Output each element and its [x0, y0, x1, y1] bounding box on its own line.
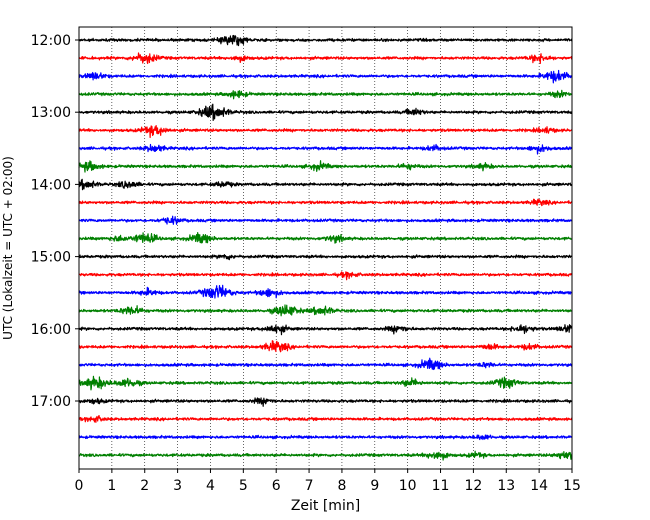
seismogram-trace — [78, 415, 573, 423]
seismogram-trace — [78, 160, 573, 173]
x-tick-label: 9 — [370, 478, 379, 494]
seismogram-trace — [78, 450, 573, 461]
y-axis-ticks: 12:00 13:00 14:00 15:00 16:00 17:00 — [31, 33, 79, 410]
x-tick-label: 15 — [563, 478, 581, 494]
seismogram-trace — [78, 69, 573, 84]
x-axis-label: Zeit [min] — [291, 498, 360, 514]
x-tick-label: 1 — [107, 478, 116, 494]
plot-frame — [78, 26, 573, 470]
seismogram-traces — [78, 34, 573, 461]
seismogram-trace — [78, 89, 573, 100]
x-tick-label: 11 — [432, 478, 450, 494]
seismogram-trace — [78, 124, 573, 139]
x-tick-label: 3 — [173, 478, 182, 494]
x-tick-label: 0 — [75, 478, 84, 494]
seismogram-trace — [78, 284, 573, 299]
y-tick-label: 16:00 — [31, 322, 71, 338]
seismogram-trace — [78, 52, 573, 65]
seismogram-trace — [78, 143, 573, 155]
x-tick-label: 14 — [530, 478, 548, 494]
x-tick-label: 10 — [399, 478, 417, 494]
seismogram-trace — [78, 254, 573, 261]
x-tick-label: 7 — [305, 478, 314, 494]
x-tick-label: 6 — [272, 478, 281, 494]
seismogram-trace — [78, 397, 573, 407]
seismogram-trace — [78, 375, 573, 391]
y-tick-label: 12:00 — [31, 33, 71, 49]
y-tick-label: 13:00 — [31, 105, 71, 121]
seismogram-trace — [78, 304, 573, 317]
x-tick-label: 8 — [337, 478, 346, 494]
seismogram-trace — [78, 198, 573, 207]
seismogram-trace — [78, 178, 573, 191]
x-tick-label: 5 — [239, 478, 248, 494]
y-tick-label: 17:00 — [31, 394, 71, 410]
x-tick-label: 12 — [464, 478, 482, 494]
seismogram-trace — [78, 103, 573, 121]
x-axis-ticks: 0 1 2 3 4 5 6 7 8 9 10 11 12 13 14 15 — [75, 469, 581, 494]
y-axis-label: UTC (Lokalzeit = UTC + 02:00) — [1, 156, 15, 340]
x-tick-label: 13 — [497, 478, 515, 494]
x-tick-label: 4 — [206, 478, 215, 494]
seismogram-trace — [78, 271, 573, 281]
y-tick-label: 15:00 — [31, 250, 71, 266]
y-tick-label: 14:00 — [31, 177, 71, 193]
seismogram-trace — [78, 232, 573, 244]
seismogram-trace — [78, 434, 573, 441]
seismogram-trace — [78, 324, 573, 336]
seismogram-trace — [78, 340, 573, 353]
seismogram-trace — [78, 215, 573, 225]
seismogram-trace — [78, 34, 573, 47]
seismogram-trace — [78, 357, 573, 371]
x-tick-label: 2 — [140, 478, 149, 494]
